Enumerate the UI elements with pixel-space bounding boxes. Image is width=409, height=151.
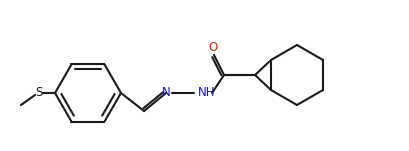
Text: O: O <box>208 42 217 55</box>
Text: S: S <box>35 87 43 100</box>
Text: N: N <box>161 87 170 100</box>
Text: NH: NH <box>198 87 215 100</box>
